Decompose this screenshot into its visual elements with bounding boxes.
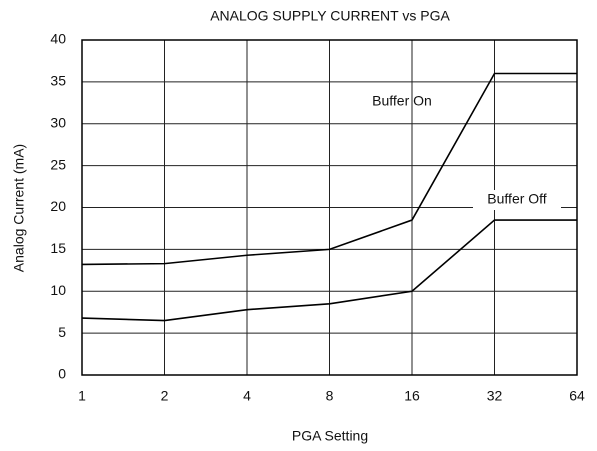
y-tick-label: 30 [50,114,66,130]
y-tick-label: 35 [50,73,66,89]
y-tick-label: 15 [50,240,66,256]
x-tick-label: 4 [243,388,251,404]
x-axis-label: PGA Setting [292,428,368,444]
y-tick-label: 40 [50,31,66,47]
label-background [473,190,561,210]
y-axis-label: Analog Current (mA) [11,144,27,272]
y-tick-label: 0 [58,366,66,382]
x-tick-label: 1 [78,388,86,404]
series-label: Buffer On [372,93,432,109]
chart-title: ANALOG SUPPLY CURRENT vs PGA [210,8,450,24]
series-line [81,72,577,266]
y-tick-label: 25 [50,156,66,172]
series-label: Buffer Off [487,191,547,207]
x-tick-label: 64 [569,388,585,404]
y-tick-label: 5 [58,324,66,340]
x-tick-label: 8 [326,388,334,404]
y-tick-label: 10 [50,282,66,298]
series-line [81,219,577,322]
x-tick-label: 16 [404,388,420,404]
plot-frame [81,39,578,376]
x-tick-label: 2 [161,388,169,404]
y-tick-label: 20 [50,198,66,214]
x-tick-label: 32 [487,388,503,404]
